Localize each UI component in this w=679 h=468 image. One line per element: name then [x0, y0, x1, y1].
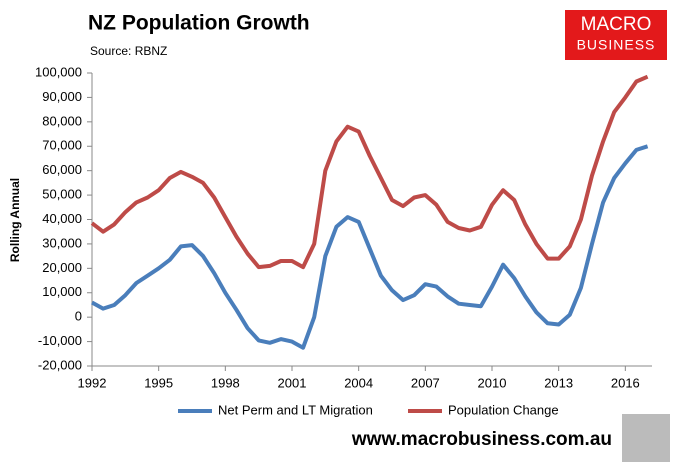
logo-text: BUSINESS: [577, 37, 656, 53]
y-tick-label: 90,000: [42, 89, 82, 104]
x-tick-label: 2004: [344, 375, 373, 390]
y-tick-label: 50,000: [42, 187, 82, 202]
y-tick-label: 80,000: [42, 113, 82, 128]
x-tick-label: 2016: [611, 375, 640, 390]
y-tick-label: -20,000: [38, 357, 82, 372]
y-axis-label: Rolling Annual: [8, 178, 22, 262]
x-tick-label: 1998: [211, 375, 240, 390]
x-tick-label: 1995: [144, 375, 173, 390]
x-tick-label: 2001: [278, 375, 307, 390]
legend-label: Net Perm and LT Migration: [218, 402, 373, 417]
logo-text: MACRO: [581, 14, 652, 35]
wolf-icon: [622, 414, 670, 462]
y-tick-label: 20,000: [42, 260, 82, 275]
y-tick-label: 0: [75, 309, 82, 324]
y-tick-label: -10,000: [38, 333, 82, 348]
x-tick-label: 2013: [544, 375, 573, 390]
y-tick-label: 30,000: [42, 235, 82, 250]
y-tick-label: 70,000: [42, 138, 82, 153]
footer: www.macrobusiness.com.au: [351, 429, 612, 450]
series-line: [90, 74, 649, 270]
y-tick-label: 40,000: [42, 211, 82, 226]
logo-box: [565, 10, 667, 60]
y-tick-label: 60,000: [42, 162, 82, 177]
x-tick-label: 2010: [478, 375, 507, 390]
y-tick-label: 10,000: [42, 284, 82, 299]
legend-label: Population Change: [448, 402, 559, 417]
chart-title: NZ Population Growth: [88, 12, 310, 35]
chart-subtitle: Source: RBNZ: [90, 44, 167, 58]
x-tick-label: 2007: [411, 375, 440, 390]
y-tick-label: 100,000: [35, 64, 82, 79]
series-line: [91, 144, 649, 350]
x-tick-label: 1992: [78, 375, 107, 390]
